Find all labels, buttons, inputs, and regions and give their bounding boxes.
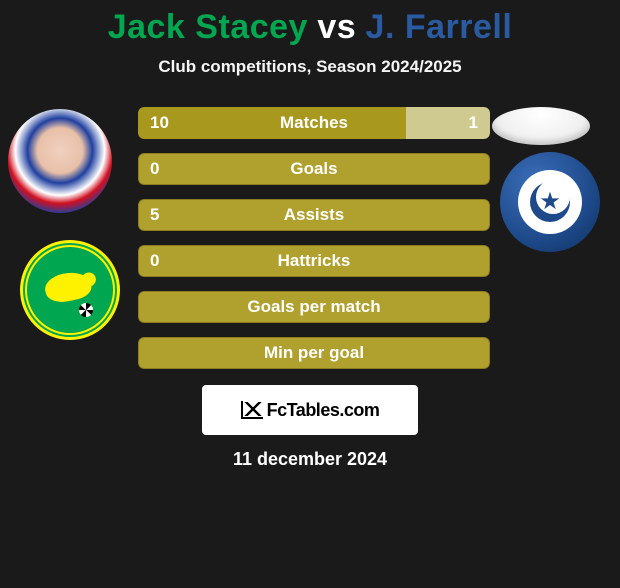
stat-row: Goals per match: [138, 291, 490, 323]
stat-row: Min per goal: [138, 337, 490, 369]
stat-label: Goals per match: [138, 291, 490, 323]
player2-avatar-placeholder: [492, 107, 590, 145]
star-moon-icon: ★: [530, 182, 570, 222]
player2-name: J. Farrell: [366, 8, 513, 46]
player1-club-badge: [20, 240, 120, 340]
stat-label: Assists: [138, 199, 490, 231]
stat-row: 0Goals: [138, 153, 490, 185]
player1-avatar: [8, 109, 112, 213]
vs-text: vs: [317, 8, 356, 46]
stat-row: 101Matches: [138, 107, 490, 139]
player2-club-badge: ★: [500, 152, 600, 252]
subtitle: Club competitions, Season 2024/2025: [0, 57, 620, 77]
stat-label: Hattricks: [138, 245, 490, 277]
ball-icon: [79, 303, 93, 317]
page-title: Jack Stacey vs J. Farrell: [0, 8, 620, 47]
canary-icon: [43, 269, 94, 306]
stat-label: Goals: [138, 153, 490, 185]
stat-row: 5Assists: [138, 199, 490, 231]
stat-row: 0Hattricks: [138, 245, 490, 277]
date-text: 11 december 2024: [0, 449, 620, 470]
stat-bars: 101Matches 0Goals 5Assists 0Hattricks Goals …: [138, 107, 490, 383]
stat-label: Min per goal: [138, 337, 490, 369]
chart-icon: [241, 401, 263, 419]
stat-label: Matches: [138, 107, 490, 139]
badge-inner: ★: [518, 170, 582, 234]
comparison-chart: ★ 101Matches 0Goals 5Assists 0Hattricks Goal…: [0, 107, 620, 377]
player1-name: Jack Stacey: [108, 8, 308, 46]
branding-text: FcTables.com: [267, 400, 380, 421]
branding-badge: FcTables.com: [202, 385, 418, 435]
